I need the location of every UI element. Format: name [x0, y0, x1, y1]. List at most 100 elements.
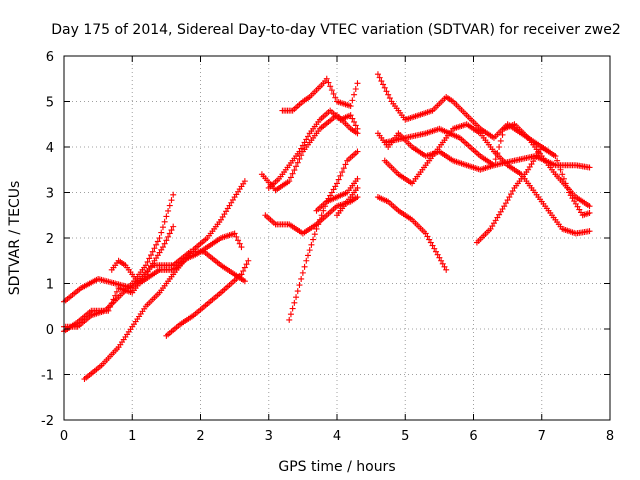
data-point: [508, 191, 515, 198]
data-point: [310, 236, 317, 243]
data-point: [496, 144, 503, 150]
x-tick-label: 0: [60, 429, 68, 444]
data-point: [163, 237, 170, 244]
data-point: [293, 294, 300, 301]
data-series: [163, 257, 252, 339]
data-point: [564, 184, 571, 191]
data-point: [168, 197, 175, 204]
data-point: [492, 156, 499, 163]
data-point: [586, 203, 593, 210]
data-point: [490, 162, 497, 169]
data-point: [354, 175, 361, 182]
data-point: [559, 171, 566, 178]
data-point: [554, 157, 561, 164]
data-point: [330, 90, 337, 97]
data-point: [163, 213, 170, 220]
x-tick-label: 6: [469, 429, 477, 444]
data-series: [313, 175, 361, 214]
data-point: [303, 257, 310, 264]
data-point: [165, 233, 172, 240]
data-point: [241, 264, 248, 271]
data-marks: [61, 71, 593, 383]
data-point: [170, 223, 177, 230]
data-point: [320, 207, 327, 214]
x-tick-label: 8: [606, 429, 614, 444]
data-point: [156, 235, 163, 241]
data-point: [352, 85, 359, 92]
data-point: [354, 125, 361, 132]
data-point: [323, 75, 330, 82]
data-point: [107, 304, 114, 311]
data-point: [494, 150, 501, 157]
data-point: [299, 142, 306, 149]
data-point: [586, 228, 593, 235]
y-tick-label: 3: [46, 187, 54, 202]
data-point: [166, 202, 173, 209]
data-point: [142, 262, 149, 269]
data-series: [381, 121, 593, 210]
data-point: [298, 275, 305, 282]
data-point: [291, 167, 298, 174]
y-tick-label: 6: [46, 50, 54, 65]
data-point: [148, 252, 155, 259]
data-point: [347, 112, 354, 119]
data-point: [354, 148, 361, 155]
data-point: [316, 216, 323, 223]
data-point: [318, 212, 325, 219]
data-point: [231, 230, 238, 237]
data-series: [334, 184, 361, 219]
data-series: [279, 75, 361, 114]
y-tick-label: 0: [46, 323, 54, 338]
data-point: [385, 91, 392, 98]
data-point: [376, 74, 383, 81]
x-tick-label: 2: [196, 429, 204, 444]
data-point: [339, 169, 346, 176]
data-point: [380, 81, 387, 88]
data-point: [311, 231, 318, 238]
data-point: [294, 288, 301, 295]
data-point: [299, 269, 306, 276]
data-point: [289, 305, 296, 312]
data-point: [112, 292, 119, 299]
data-point: [499, 131, 506, 138]
y-tick-label: 4: [46, 141, 54, 156]
data-point: [241, 278, 248, 285]
data-point: [552, 153, 559, 160]
y-tick-label: 2: [46, 232, 54, 247]
data-point: [113, 288, 120, 295]
data-point: [286, 316, 293, 323]
data-point: [354, 194, 361, 201]
data-point: [386, 95, 393, 102]
x-tick-label: 3: [265, 429, 273, 444]
data-point: [238, 244, 245, 251]
data-point: [557, 166, 564, 173]
data-point: [287, 311, 294, 318]
data-point: [165, 207, 172, 214]
data-point: [153, 241, 160, 248]
data-point: [427, 239, 434, 246]
data-point: [240, 267, 247, 274]
data-point: [501, 203, 508, 210]
data-point: [296, 148, 303, 155]
data-point: [438, 257, 445, 264]
data-point: [434, 251, 441, 258]
data-point: [586, 164, 593, 171]
data-point: [301, 139, 308, 146]
data-point: [502, 200, 509, 207]
x-tick-label: 7: [538, 429, 546, 444]
data-point: [586, 209, 593, 216]
data-series: [258, 112, 361, 194]
data-point: [154, 238, 161, 245]
data-point: [334, 180, 340, 187]
data-point: [159, 244, 166, 251]
data-point: [328, 189, 335, 196]
data-point: [108, 300, 115, 307]
data-point: [294, 159, 301, 166]
data-point: [562, 180, 569, 187]
data-point: [374, 71, 381, 78]
data-series: [61, 223, 177, 335]
y-axis-title: SDTVAR / TECUs: [7, 181, 23, 296]
data-point: [426, 236, 433, 243]
y-tick-label: 1: [46, 278, 54, 293]
data-point: [506, 194, 513, 201]
